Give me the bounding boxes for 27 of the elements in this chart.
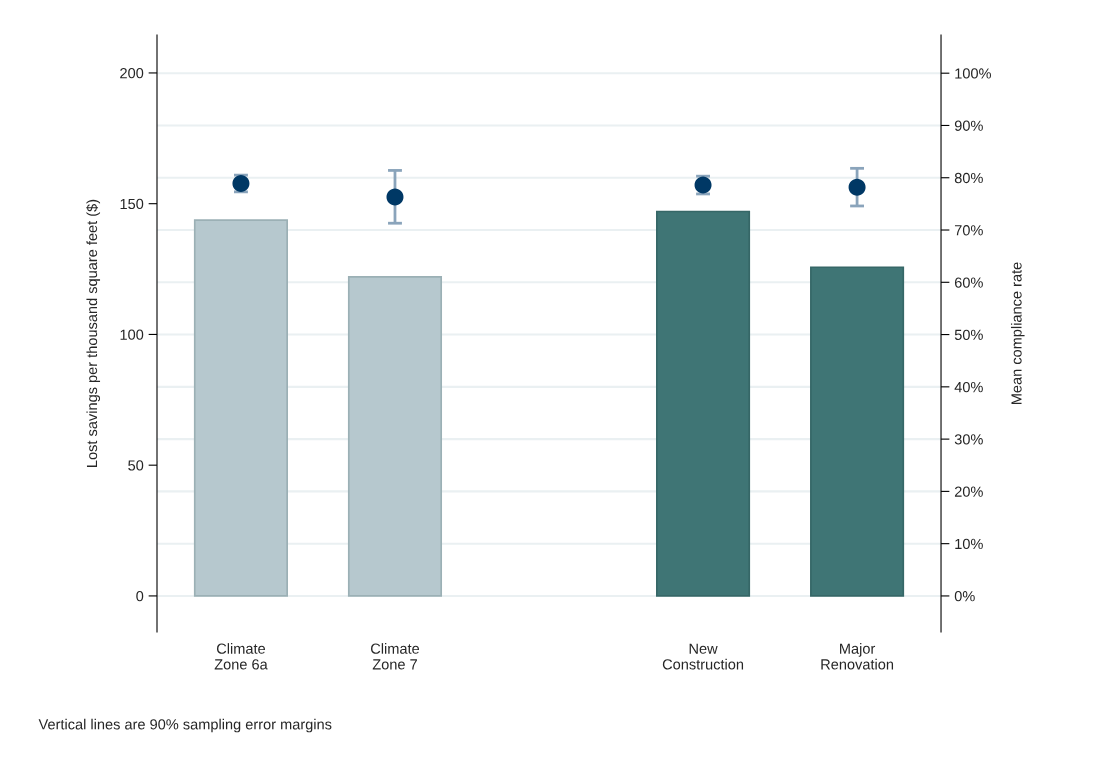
y2-tick-label: 70% [954, 225, 983, 236]
y-tick-label: 50 [128, 460, 144, 471]
y-tick-label: 0 [136, 591, 144, 602]
y2-axis-title: Mean compliance rate [1010, 262, 1025, 405]
y2-tick-label: 80% [954, 172, 983, 184]
y-tick-label: 200 [120, 68, 144, 79]
y-tick-label: 100 [120, 329, 144, 340]
y2-tick-label: 50% [954, 329, 983, 340]
x-tick-label: Major Renovation [821, 643, 894, 670]
y2-tick-label: 10% [955, 538, 983, 550]
y2-tick-label: 100% [955, 68, 991, 79]
y2-tick-label: 40% [954, 381, 983, 393]
y2-tick-label: 0% [954, 591, 975, 602]
y-tick-label: 150 [120, 198, 144, 210]
bar [347, 276, 443, 597]
bar [193, 219, 288, 597]
bar [656, 210, 751, 597]
y2-tick-label: 60% [954, 277, 983, 288]
y2-tick-label: 20% [954, 486, 983, 497]
text: Vertical lines are 90% sampling error margins [38, 718, 332, 733]
y2-tick-label: 90% [954, 120, 983, 131]
y-axis-title: Lost savings per thousand square feet ($) [86, 199, 101, 467]
bar [810, 266, 905, 597]
x-tick-label: New Construction [662, 643, 744, 670]
x-tick-label: Climate Zone 7 [371, 643, 420, 670]
y2-tick-label: 30% [954, 434, 983, 445]
x-tick-label: Climate Zone 6a [214, 643, 268, 670]
